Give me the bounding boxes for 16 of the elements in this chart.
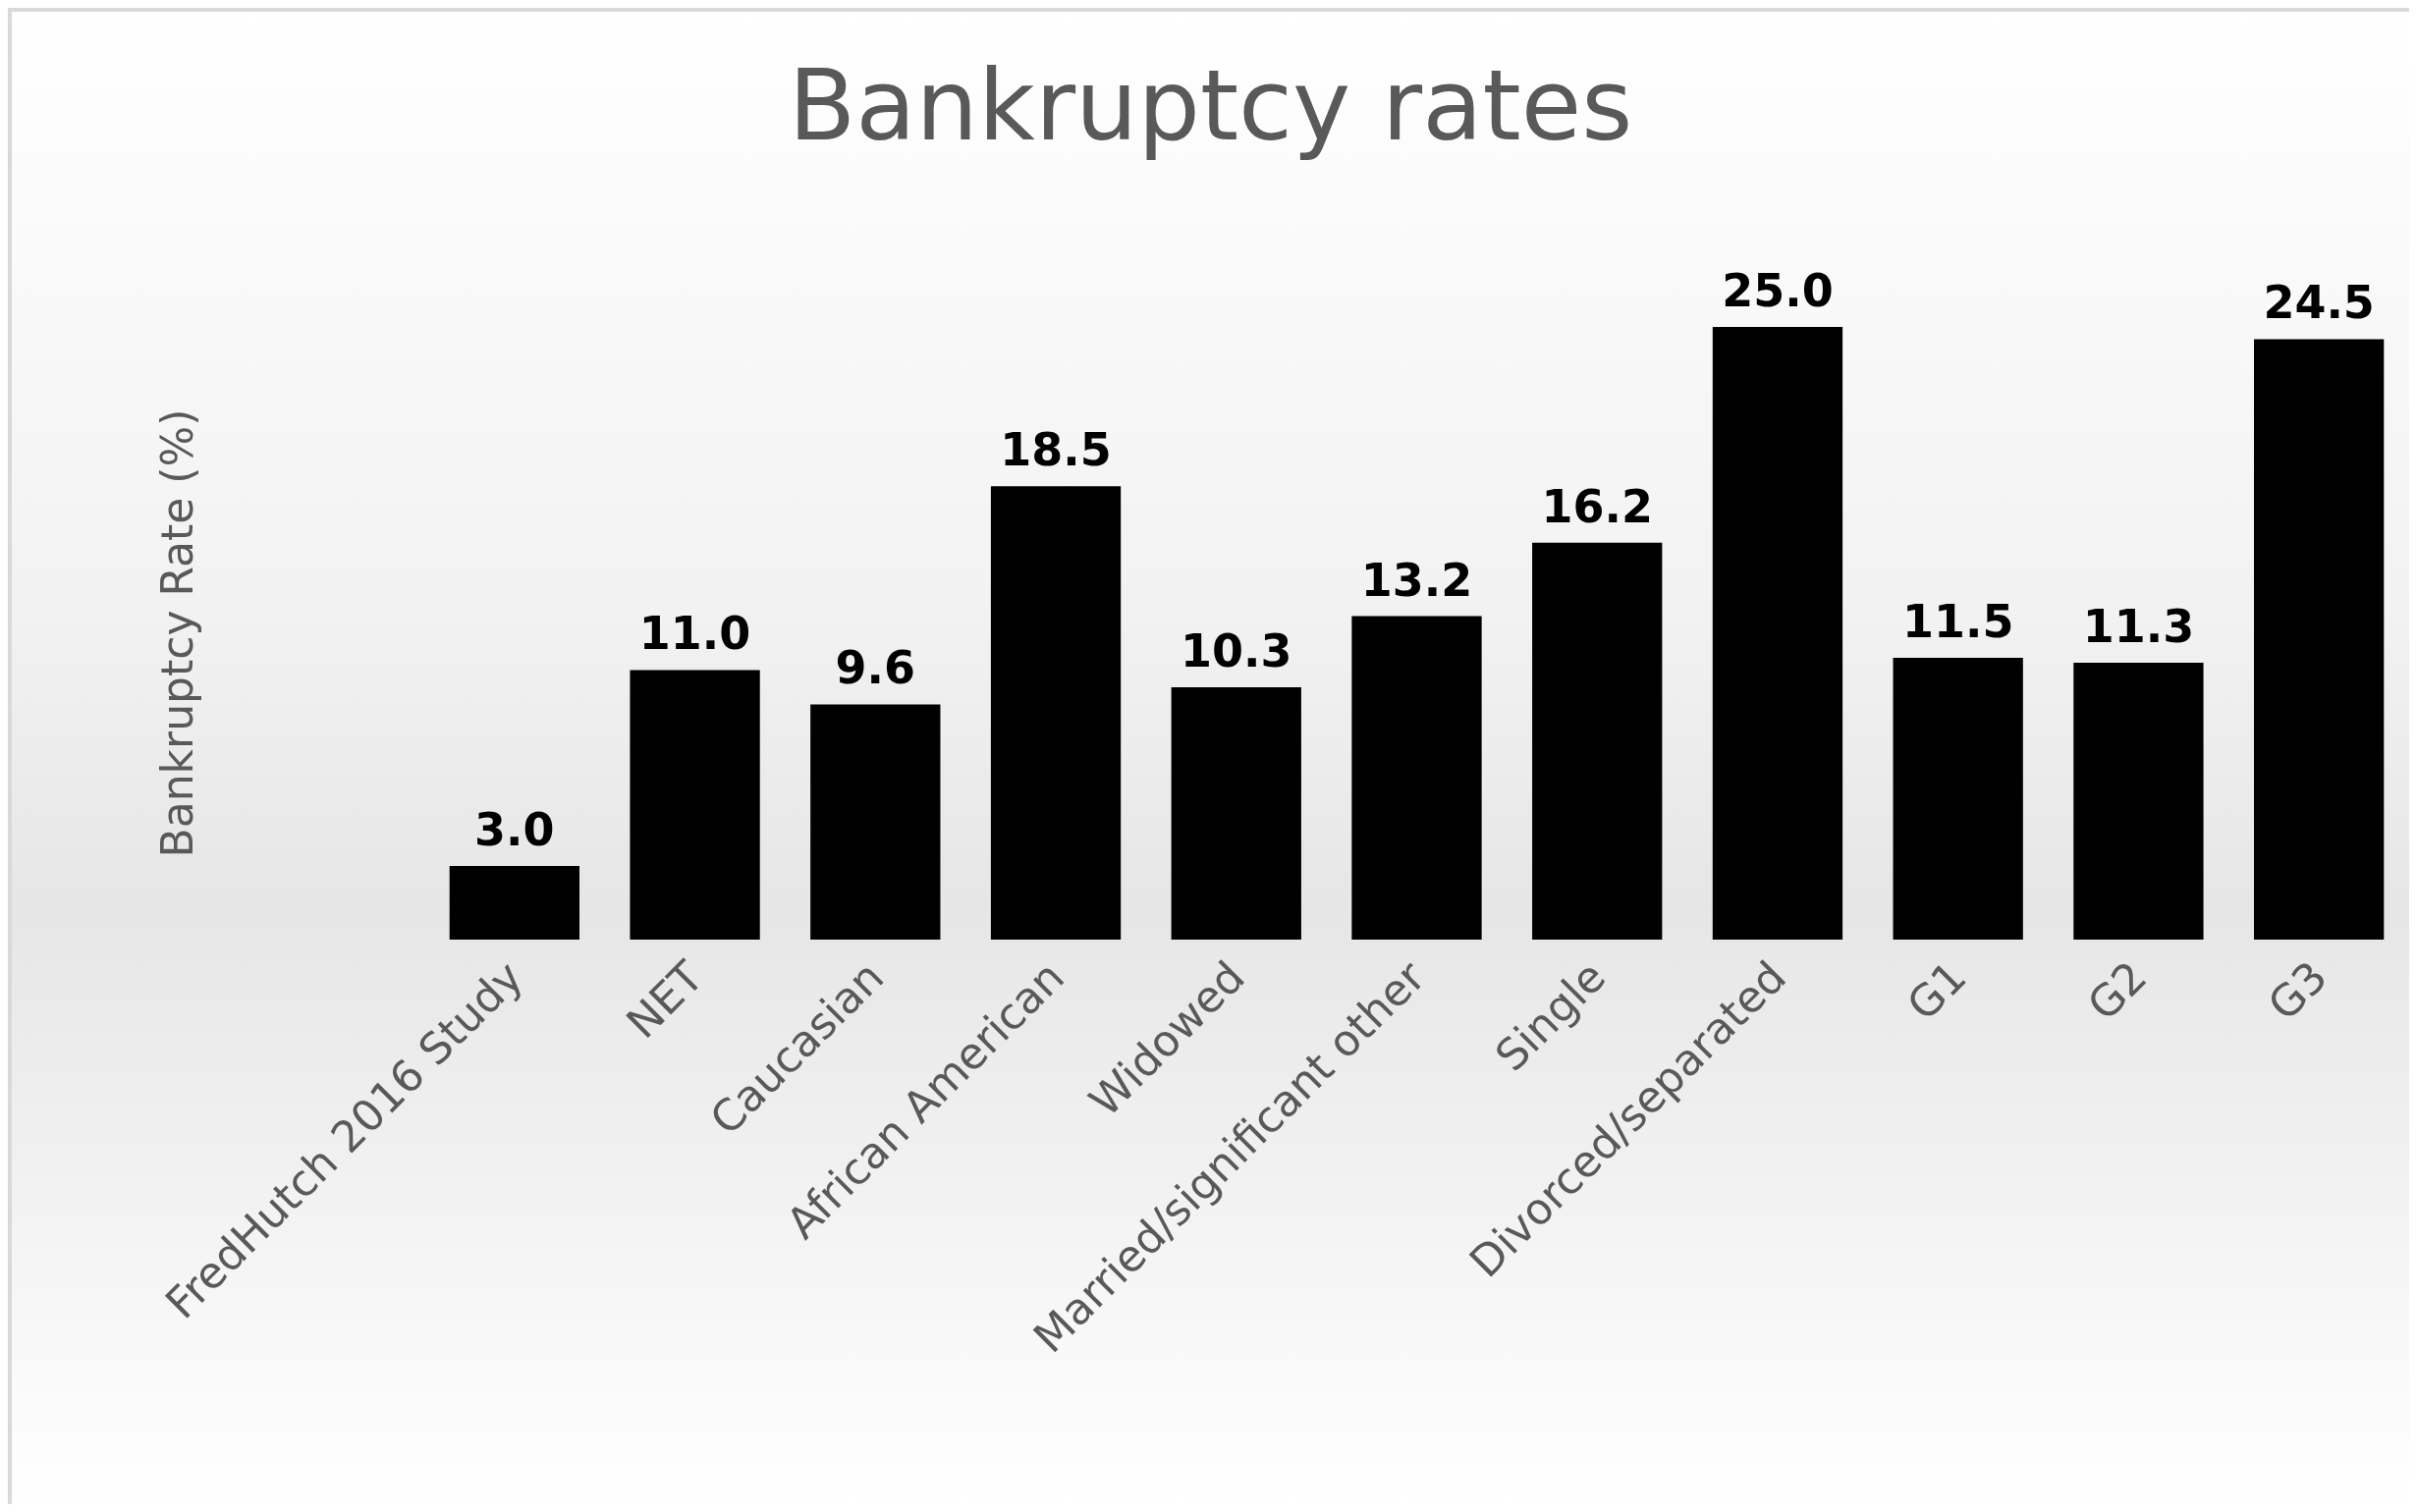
data-label: 11.3 <box>2082 599 2195 653</box>
chart-title: Bankruptcy rates <box>788 47 1633 163</box>
data-label: 11.5 <box>1901 594 2014 648</box>
data-label: 11.0 <box>638 607 751 661</box>
x-tick-label: G3 <box>2258 950 2337 1030</box>
data-label: 18.5 <box>1000 423 1112 477</box>
data-label: 24.5 <box>2263 276 2375 330</box>
data-label: 13.2 <box>1360 553 1473 607</box>
data-label: 16.2 <box>1541 479 1653 533</box>
data-label: 10.3 <box>1181 623 1292 677</box>
x-tick-label: G1 <box>1896 950 1976 1030</box>
data-label: 3.0 <box>474 803 555 857</box>
y-axis-title: Bankruptcy Rate (%) <box>151 408 202 858</box>
x-tick-label: G2 <box>2077 950 2157 1030</box>
data-label: 9.6 <box>835 641 916 695</box>
data-label: 25.0 <box>1722 264 1834 317</box>
